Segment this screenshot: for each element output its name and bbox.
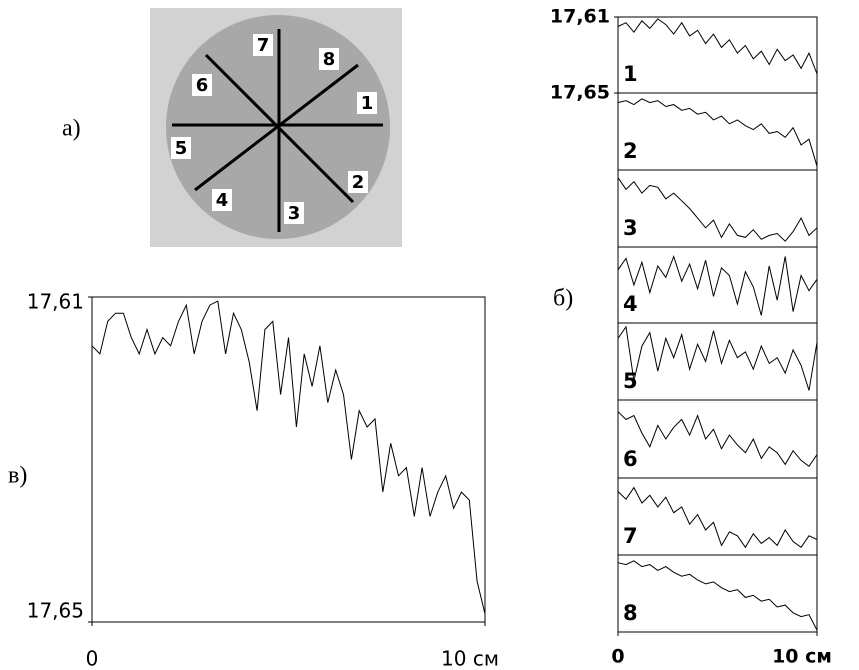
profile-line [618, 488, 817, 548]
profile-number: 6 [623, 447, 638, 471]
profile-line [618, 327, 817, 391]
profile-line [618, 257, 817, 316]
profile-line [618, 412, 817, 467]
figure: 1 2 3 4 5 6 7 8 а) б) в) 17,61 17,65 0 10 с… [0, 0, 859, 670]
profile-line [618, 99, 817, 166]
panel-label: б) [553, 286, 573, 312]
plot-frame [618, 17, 817, 93]
profile-number: 2 [623, 139, 638, 163]
profile-label: 1 [361, 93, 374, 114]
profile-line [92, 301, 485, 614]
x-tick-label: 10 см [772, 646, 832, 668]
profile-number: 1 [623, 62, 638, 86]
profile-label: 3 [288, 203, 301, 224]
y-tick-label: 17,65 [550, 82, 610, 104]
x-tick-label: 10 см [441, 647, 499, 670]
plot-frame [618, 170, 817, 247]
profile-number: 7 [623, 524, 638, 548]
profile-label: 5 [175, 138, 188, 159]
plot-frame [618, 93, 817, 170]
profile-number: 5 [623, 369, 638, 393]
profile-line [618, 561, 817, 630]
profile-number: 8 [623, 601, 638, 625]
profile-line [618, 178, 817, 242]
plot-frame [618, 555, 817, 632]
x-tick-label: 0 [86, 647, 99, 670]
x-tick-label: 0 [611, 646, 624, 668]
profile-label: 7 [257, 35, 270, 56]
y-tick-label: 17,65 [27, 599, 84, 623]
profile-number: 3 [623, 216, 638, 240]
profile-number: 4 [623, 292, 638, 316]
diagram: 1 2 3 4 5 6 7 8 [150, 8, 402, 247]
panel-label: а) [62, 116, 81, 142]
panel-label: в) [8, 463, 27, 489]
profile-label: 6 [196, 75, 209, 96]
y-tick-label: 17,61 [27, 290, 84, 314]
profile-label: 4 [216, 190, 229, 211]
profile-label: 2 [352, 172, 365, 193]
y-tick-label: 17,61 [550, 6, 610, 28]
profile-label: 8 [323, 49, 336, 70]
plot-frame [618, 478, 817, 555]
plot-frame [92, 297, 485, 622]
plot-frame [618, 323, 817, 400]
profile-line [618, 19, 817, 74]
